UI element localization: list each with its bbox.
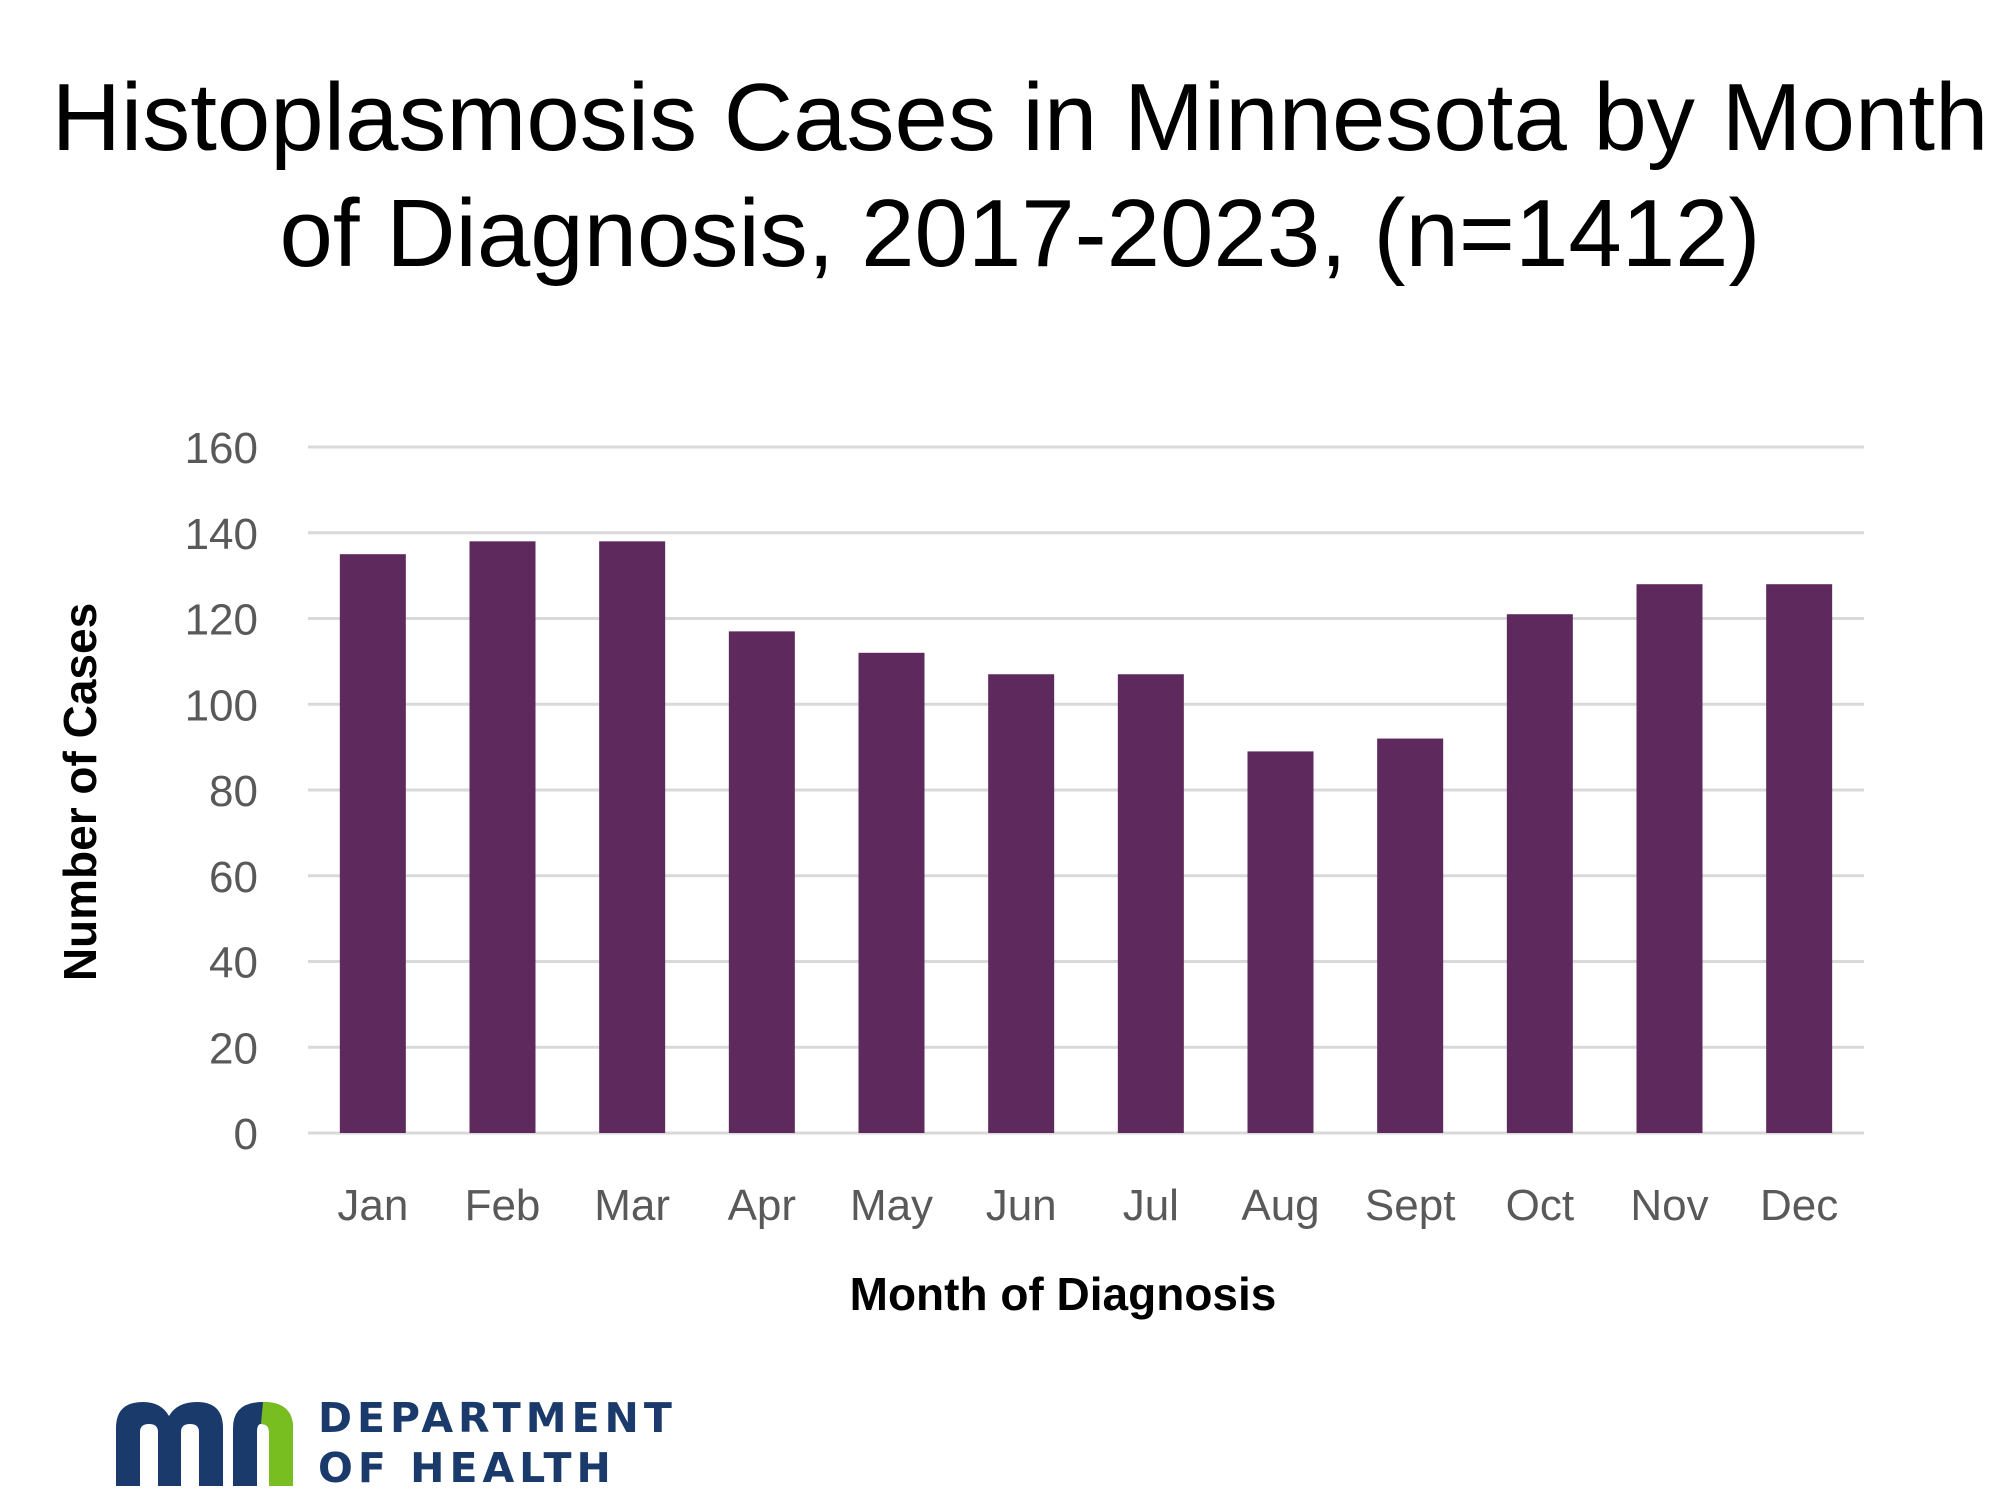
- y-tick-label: 120: [185, 596, 258, 645]
- mdh-logo: [116, 1402, 293, 1486]
- y-tick-label: 100: [185, 681, 258, 730]
- y-tick-labels: 0 20 40 60 80 100 120 140 160: [185, 424, 258, 1159]
- y-tick-label: 0: [234, 1110, 258, 1159]
- bar-mar: [599, 541, 666, 1133]
- y-tick-label: 80: [209, 767, 258, 816]
- x-tick-label: Feb: [465, 1181, 541, 1230]
- bar-jan: [339, 554, 406, 1133]
- mdh-logo-text: DEPARTMENT OF HEALTH: [318, 1393, 677, 1493]
- x-tick-label: Apr: [728, 1181, 796, 1230]
- x-tick-label: Sept: [1365, 1181, 1456, 1230]
- x-tick-label: Jan: [337, 1181, 408, 1230]
- bar-oct: [1506, 614, 1573, 1133]
- y-axis-label: Number of Cases: [54, 603, 106, 981]
- logo-m-icon: [116, 1402, 223, 1486]
- bar-feb: [469, 541, 536, 1133]
- gridlines: [308, 445, 1864, 1135]
- y-tick-label: 40: [209, 939, 258, 988]
- x-tick-label: Oct: [1506, 1181, 1574, 1230]
- y-tick-label: 140: [185, 510, 258, 559]
- chart-title: Histoplasmosis Cases in Minnesota by Mon…: [51, 64, 1989, 287]
- bar-may: [858, 652, 925, 1133]
- y-tick-label: 60: [209, 853, 258, 902]
- bar-sept: [1377, 738, 1444, 1133]
- bar-apr: [728, 631, 795, 1133]
- x-axis-label: Month of Diagnosis: [850, 1268, 1277, 1320]
- x-tick-label: May: [850, 1181, 933, 1230]
- x-tick-label: Jul: [1123, 1181, 1179, 1230]
- y-tick-label: 160: [185, 424, 258, 473]
- bar-jul: [1117, 674, 1184, 1133]
- logo-line-1: DEPARTMENT: [318, 1394, 677, 1442]
- logo-line-2: OF HEALTH: [318, 1444, 616, 1492]
- bar-jun: [988, 674, 1055, 1133]
- bar-aug: [1247, 751, 1314, 1133]
- x-tick-label: Aug: [1241, 1181, 1319, 1230]
- x-tick-labels: Jan Feb Mar Apr May Jun Jul Aug Sept Oct Nov Dec: [337, 1181, 1838, 1230]
- x-tick-label: Nov: [1630, 1181, 1708, 1230]
- bar-dec: [1766, 584, 1833, 1133]
- bar-nov: [1636, 584, 1703, 1133]
- y-tick-label: 20: [209, 1024, 258, 1073]
- x-tick-label: Mar: [594, 1181, 670, 1230]
- x-tick-label: Jun: [986, 1181, 1057, 1230]
- x-tick-label: Dec: [1760, 1181, 1838, 1230]
- bars: [339, 541, 1833, 1133]
